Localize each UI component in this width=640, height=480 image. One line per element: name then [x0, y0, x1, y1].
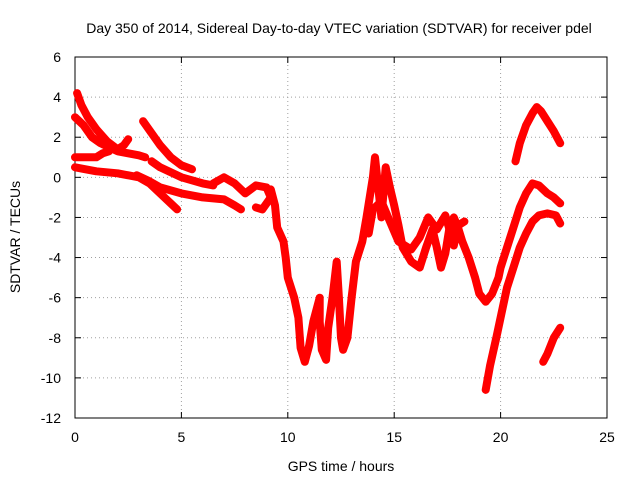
series-track-8 [209, 173, 275, 214]
axis-ticks: 0 5 10 15 20 25 -12 -10 -8 -6 -4 -2 0 2 4 6 [41, 49, 615, 445]
chart-title: Day 350 of 2014, Sidereal Day-to-day VTE… [86, 20, 592, 36]
series-track-7 [147, 157, 218, 190]
grid-lines [75, 57, 607, 418]
series-track-6 [139, 117, 196, 174]
plot-frame [74, 56, 608, 419]
series-track-5 [132, 171, 245, 214]
series-track-12 [511, 103, 565, 166]
series-track-10 [364, 197, 469, 254]
y-tick-label: -2 [49, 209, 62, 225]
x-tick-label: 15 [386, 429, 402, 445]
y-tick-label: -4 [49, 250, 62, 266]
series-track-3 [71, 147, 113, 162]
series-track-1 [73, 89, 133, 154]
y-tick-label: 0 [53, 169, 61, 185]
x-tick-label: 10 [280, 429, 296, 445]
y-tick-label: -12 [41, 410, 61, 426]
x-tick-label: 0 [71, 429, 79, 445]
x-axis-label: GPS time / hours [288, 458, 395, 474]
y-axis-label: SDTVAR / TECUs [7, 181, 23, 293]
y-tick-label: 6 [53, 49, 61, 65]
y-tick-label: -10 [41, 370, 61, 386]
series-track-9 [266, 153, 565, 366]
y-tick-label: 4 [53, 89, 61, 105]
series-track-11 [481, 209, 565, 394]
x-tick-label: 5 [178, 429, 186, 445]
x-tick-label: 25 [599, 429, 615, 445]
y-tick-label: -6 [49, 290, 62, 306]
y-tick-label: 2 [53, 129, 61, 145]
series-track-2 [71, 113, 150, 162]
y-tick-label: -8 [49, 330, 62, 346]
data-series [71, 89, 565, 394]
x-tick-label: 20 [493, 429, 509, 445]
series-track-13 [539, 323, 565, 366]
